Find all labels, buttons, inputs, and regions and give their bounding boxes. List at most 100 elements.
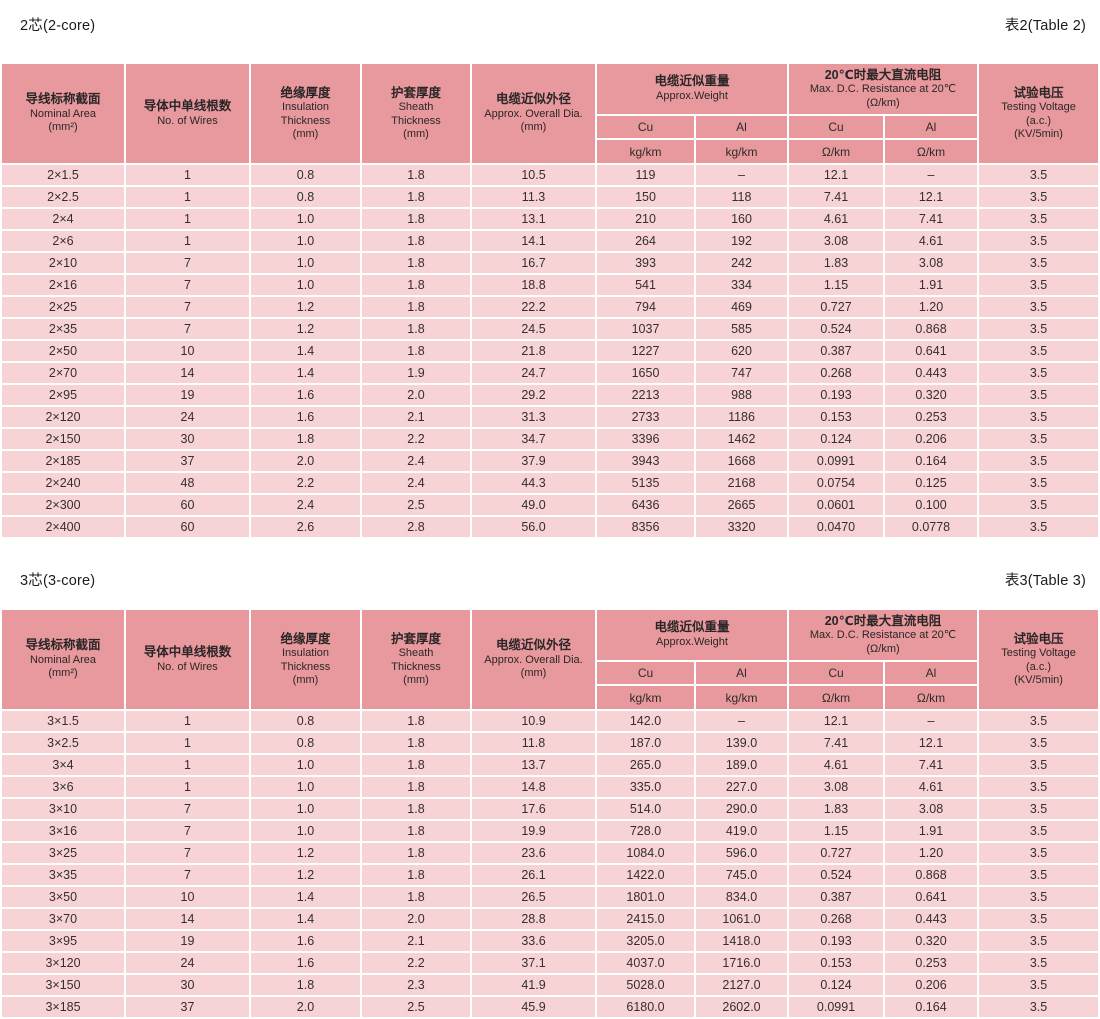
table-cell: 227.0 <box>696 777 788 797</box>
table-row: 2×10 7 1.0 1.8 16.7 393 242 1.83 3.08 3.5 <box>2 253 1099 273</box>
table-row: 3×25 7 1.2 1.8 23.6 1084.0 596.0 0.727 1.20 3.5 <box>2 843 1099 863</box>
col-header-overall-dia-zh: 电缆近似外径 <box>495 638 571 653</box>
table-cell: 0.193 <box>789 931 884 951</box>
col-header-testing-voltage-en: Testing Voltage (a.c.) (KV/5min) <box>1001 101 1076 141</box>
table-row: 3×2.5 1 0.8 1.8 11.8 187.0 139.0 7.41 12.1 3.5 <box>2 733 1099 753</box>
table-row: 3×16 7 1.0 1.8 19.9 728.0 419.0 1.15 1.91 3.5 <box>2 821 1099 841</box>
table-cell: 0.0991 <box>789 997 884 1017</box>
table-cell: 1 <box>126 733 249 753</box>
col-header-wires: 导体中单线根数 No. of Wires <box>126 64 249 163</box>
col-header-weight-en: Approx.Weight <box>656 636 728 649</box>
table-header-2core: 导线标称截面 Nominal Area (mm²) 导体中单线根数 No. of… <box>2 64 1099 163</box>
col-header-testing-voltage: 试验电压 Testing Voltage (a.c.) (KV/5min) <box>979 610 1099 709</box>
table-cell: 3×2.5 <box>2 733 124 753</box>
table-cell: 2.5 <box>362 997 470 1017</box>
table-cell: 34.7 <box>472 429 595 449</box>
spec-table-3core: 导线标称截面 Nominal Area (mm²) 导体中单线根数 No. of… <box>0 608 1100 1019</box>
table-cell: 2602.0 <box>696 997 788 1017</box>
table-cell: 1.4 <box>251 887 360 907</box>
table-cell: 3×185 <box>2 997 124 1017</box>
subheader-weight-al: Al <box>696 662 788 684</box>
table-row: 2×300 60 2.4 2.5 49.0 6436 2665 0.0601 0.100 3.5 <box>2 495 1099 515</box>
table-cell: 3×50 <box>2 887 124 907</box>
col-header-insulation-zh: 绝缘厚度 <box>280 85 331 100</box>
table-cell: 30 <box>126 975 249 995</box>
table-cell: 0.524 <box>789 319 884 339</box>
table-row: 2×6 1 1.0 1.8 14.1 264 192 3.08 4.61 3.5 <box>2 231 1099 251</box>
table-cell: 1.0 <box>251 253 360 273</box>
table-row: 3×150 30 1.8 2.3 41.9 5028.0 2127.0 0.124 0.206 3… <box>2 975 1099 995</box>
col-header-wires-zh: 导体中单线根数 <box>143 98 232 113</box>
table-cell: 4.61 <box>885 231 978 251</box>
col-header-resistance-en: Max. D.C. Resistance at 20℃ (Ω/km) <box>809 83 957 109</box>
table-cell: 2.4 <box>362 451 470 471</box>
table-cell: 2×4 <box>2 209 124 229</box>
table-cell: 1084.0 <box>597 843 694 863</box>
table-cell: 0.164 <box>885 451 978 471</box>
table-cell: 2.0 <box>362 385 470 405</box>
table-cell: 2.1 <box>362 407 470 427</box>
table-cell: 14.8 <box>472 777 595 797</box>
table-cell: 3943 <box>597 451 694 471</box>
table-cell: 2.0 <box>251 451 360 471</box>
col-header-weight-en: Approx.Weight <box>656 90 728 103</box>
spec-table-2core: 导线标称截面 Nominal Area (mm²) 导体中单线根数 No. of… <box>0 62 1100 539</box>
table-label-2core: 表2(Table 2) <box>1004 18 1086 34</box>
table-cell: 3.5 <box>979 517 1099 537</box>
table-row: 2×16 7 1.0 1.8 18.8 541 334 1.15 1.91 3.5 <box>2 275 1099 295</box>
table-cell: 2127.0 <box>696 975 788 995</box>
table-cell: 10 <box>126 887 249 907</box>
table-cell: 19 <box>126 385 249 405</box>
subheader-resistance-cu: Cu <box>789 662 884 684</box>
subheader-resistance-cu: Cu <box>789 116 884 138</box>
table-cell: 2×16 <box>2 275 124 295</box>
table-cell: 3.5 <box>979 209 1099 229</box>
table-cell: – <box>885 165 978 185</box>
table-row: 2×120 24 1.6 2.1 31.3 2733 1186 0.153 0.253 3.5 <box>2 407 1099 427</box>
table-cell: 1.8 <box>362 711 470 731</box>
table-cell: 2×2.5 <box>2 187 124 207</box>
col-header-sheath: 护套厚度 Sheath Thickness (mm) <box>362 610 470 709</box>
table-cell: 0.268 <box>789 363 884 383</box>
unit-weight-cu: kg/km <box>597 686 694 709</box>
table-cell: 1.91 <box>885 275 978 295</box>
table-cell: 1.4 <box>251 341 360 361</box>
table-cell: 1 <box>126 165 249 185</box>
table-cell: 7 <box>126 799 249 819</box>
table-cell: 5028.0 <box>597 975 694 995</box>
table-cell: 0.193 <box>789 385 884 405</box>
table-cell: 2×300 <box>2 495 124 515</box>
table-row: 2×2.5 1 0.8 1.8 11.3 150 118 7.41 12.1 3.5 <box>2 187 1099 207</box>
table-cell: 2.4 <box>362 473 470 493</box>
table-cell: 4.61 <box>789 209 884 229</box>
table-cell: 37 <box>126 997 249 1017</box>
table-cell: 1462 <box>696 429 788 449</box>
table-cell: 1 <box>126 209 249 229</box>
table-cell: 1650 <box>597 363 694 383</box>
table-cell: 8356 <box>597 517 694 537</box>
table-cell: 3.5 <box>979 821 1099 841</box>
table-cell: 0.125 <box>885 473 978 493</box>
table-cell: 2.0 <box>362 909 470 929</box>
col-header-sheath-zh: 护套厚度 <box>390 85 441 100</box>
unit-resistance-al: Ω/km <box>885 686 978 709</box>
col-header-sheath-zh: 护套厚度 <box>390 631 441 646</box>
col-header-nominal-area: 导线标称截面 Nominal Area (mm²) <box>2 64 124 163</box>
table-cell: 13.7 <box>472 755 595 775</box>
table-cell: 3.5 <box>979 451 1099 471</box>
col-header-resistance: 20℃时最大直流电阻 Max. D.C. Resistance at 20℃ (… <box>789 64 978 114</box>
table-cell: 1.0 <box>251 799 360 819</box>
col-header-nominal-area-zh: 导线标称截面 <box>25 92 101 107</box>
table-cell: 1 <box>126 777 249 797</box>
table-cell: 2×185 <box>2 451 124 471</box>
col-header-nominal-area-en: Nominal Area (mm²) <box>29 107 97 134</box>
table-cell: 0.153 <box>789 407 884 427</box>
table-row: 3×4 1 1.0 1.8 13.7 265.0 189.0 4.61 7.41 3.5 <box>2 755 1099 775</box>
table-cell: 49.0 <box>472 495 595 515</box>
table-cell: 2665 <box>696 495 788 515</box>
table-cell: 514.0 <box>597 799 694 819</box>
col-header-nominal-area-zh: 导线标称截面 <box>25 638 101 653</box>
table-row: 3×10 7 1.0 1.8 17.6 514.0 290.0 1.83 3.08 3.5 <box>2 799 1099 819</box>
col-header-insulation-en: Insulation Thickness (mm) <box>280 647 331 687</box>
table-row: 2×1.5 1 0.8 1.8 10.5 119–12.1–3.5 <box>2 165 1099 185</box>
